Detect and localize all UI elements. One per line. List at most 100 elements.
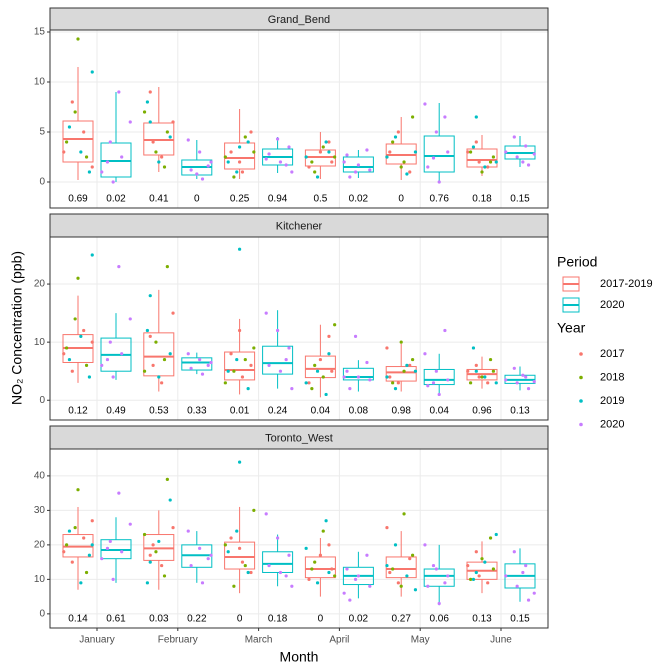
x-tick-label: June — [490, 635, 512, 646]
point — [434, 130, 438, 134]
point — [168, 498, 172, 502]
point — [67, 357, 72, 362]
point — [521, 160, 525, 164]
point — [494, 160, 498, 164]
point — [226, 160, 230, 164]
point — [330, 369, 334, 373]
point — [223, 381, 227, 385]
point — [290, 170, 294, 174]
point — [284, 574, 288, 578]
point — [446, 378, 450, 382]
annotation: 0.15 — [510, 614, 530, 625]
point — [198, 150, 202, 154]
point — [411, 357, 415, 362]
annotation: 0 — [318, 614, 324, 625]
point — [486, 381, 490, 385]
annotation: 0.49 — [106, 406, 126, 417]
point — [252, 150, 256, 154]
point — [532, 380, 536, 384]
strip-title: Toronto_West — [265, 432, 333, 444]
point — [264, 157, 268, 161]
point — [521, 570, 525, 575]
point — [223, 543, 227, 547]
annotation: 0.12 — [68, 406, 88, 417]
annotation: 0.04 — [311, 406, 331, 417]
point — [70, 369, 74, 373]
point — [243, 135, 247, 139]
legend-title: Year — [557, 320, 586, 336]
point — [243, 563, 247, 568]
point — [318, 357, 322, 362]
point — [431, 381, 436, 385]
point — [446, 150, 450, 154]
point — [189, 168, 193, 172]
legend-label: 2017-2019 — [600, 278, 653, 290]
box — [304, 355, 336, 379]
point — [142, 369, 147, 373]
point — [524, 563, 528, 568]
point — [90, 340, 94, 344]
legend-label: 2018 — [600, 371, 624, 383]
point — [474, 570, 478, 575]
annotation: 0.53 — [149, 406, 169, 417]
annotation: 0.13 — [472, 614, 492, 625]
box — [342, 367, 374, 381]
box — [385, 556, 417, 579]
point — [356, 163, 360, 167]
x-tick-label: March — [245, 635, 273, 646]
point — [238, 145, 242, 149]
point — [249, 363, 253, 367]
point — [84, 363, 89, 367]
box — [466, 148, 498, 168]
x-tick-label: January — [79, 635, 115, 646]
point — [480, 170, 484, 174]
point — [437, 601, 441, 606]
point — [232, 584, 236, 588]
point — [342, 591, 346, 595]
point — [330, 567, 334, 571]
point — [486, 165, 490, 169]
point — [151, 140, 155, 144]
point — [393, 387, 398, 391]
point — [411, 115, 415, 119]
point — [229, 150, 233, 154]
point — [431, 563, 436, 568]
point — [151, 543, 155, 547]
point — [333, 323, 337, 327]
point — [200, 177, 205, 181]
point — [128, 522, 132, 526]
legend-key — [579, 375, 583, 380]
point — [483, 165, 487, 169]
point — [238, 546, 242, 550]
point — [515, 155, 519, 159]
annotation: 0.02 — [349, 194, 369, 205]
point — [87, 375, 91, 379]
annotation: 0.03 — [149, 614, 169, 625]
annotation: 0.08 — [349, 406, 369, 417]
point — [264, 512, 268, 516]
point — [200, 372, 205, 376]
annotation: 0 — [398, 194, 404, 205]
point — [310, 387, 314, 391]
point — [345, 153, 349, 157]
point — [246, 387, 250, 391]
point — [399, 340, 403, 344]
point — [249, 570, 253, 575]
point — [62, 550, 66, 554]
point — [90, 165, 94, 169]
y-tick-label: 5 — [39, 127, 45, 138]
point — [385, 346, 389, 350]
point — [353, 577, 358, 581]
point — [466, 150, 470, 154]
point — [315, 581, 320, 585]
point — [65, 543, 69, 547]
point — [307, 381, 311, 385]
panel-border — [49, 448, 549, 629]
point — [327, 140, 331, 144]
point — [526, 163, 531, 167]
point — [168, 135, 172, 139]
point — [65, 140, 69, 144]
point — [238, 247, 242, 251]
point — [402, 369, 406, 373]
